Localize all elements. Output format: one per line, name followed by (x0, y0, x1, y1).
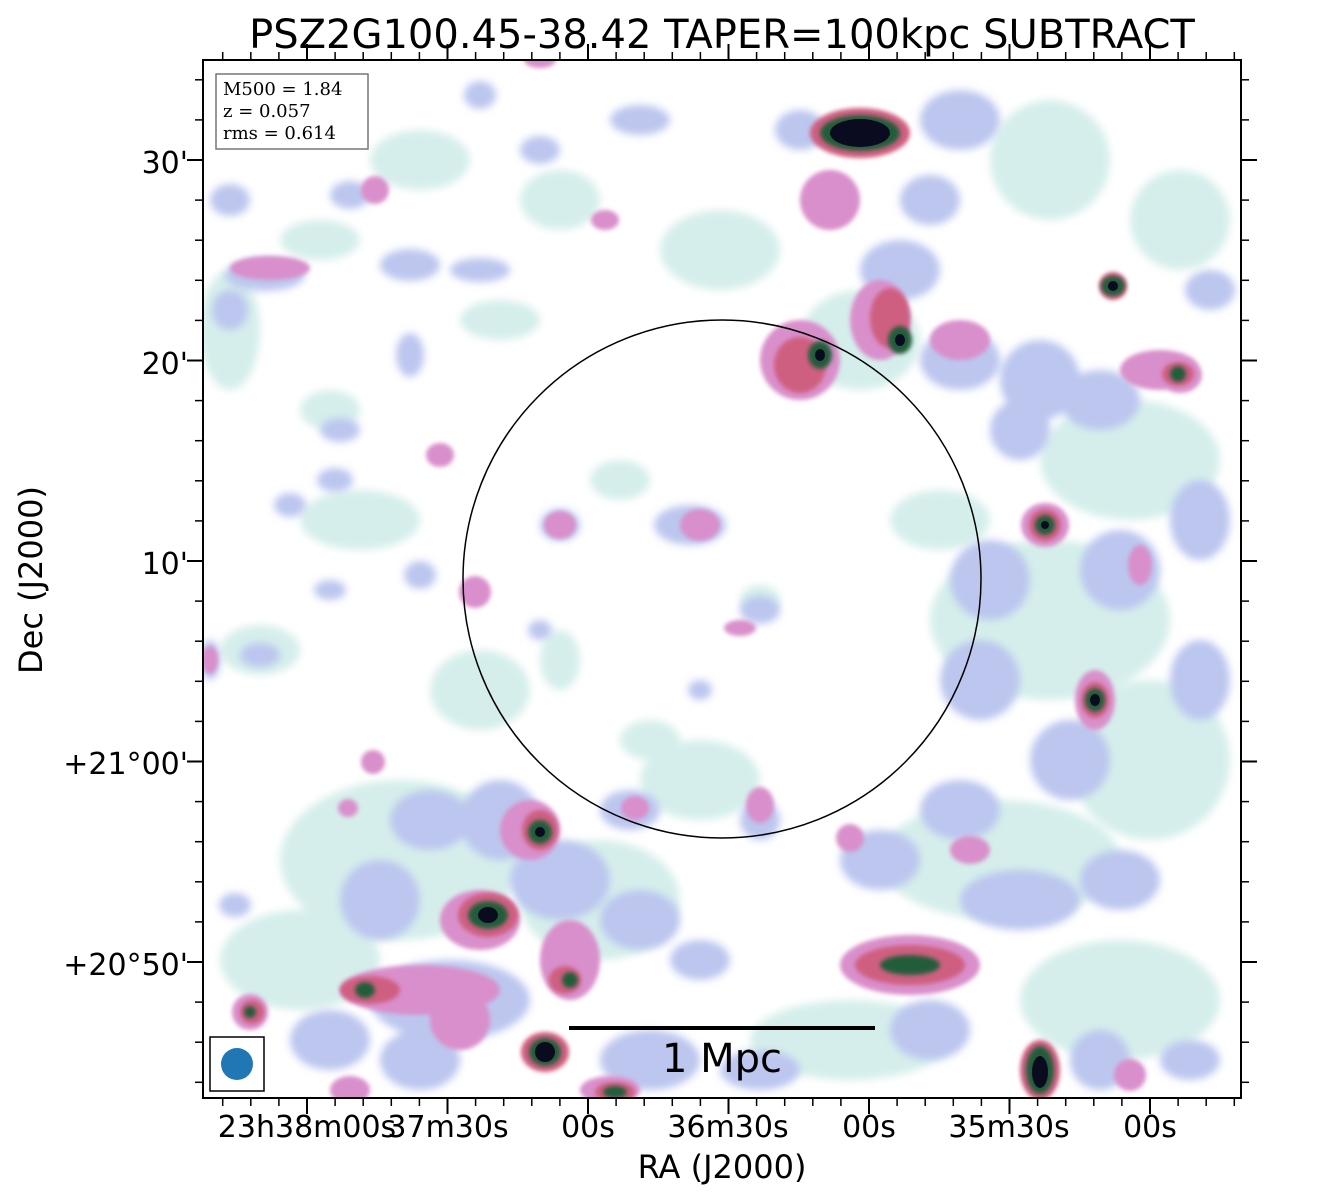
info-redshift: z = 0.057 (223, 101, 311, 122)
x-tick-label: 36m30s (667, 1110, 788, 1145)
info-box (215, 73, 369, 150)
y-tick-label: +20°50' (63, 948, 188, 983)
y-tick-label: 30' (142, 146, 188, 181)
x-tick-label: 00s (842, 1110, 896, 1145)
plot-frame (202, 59, 1242, 1099)
beam-ellipse (221, 1048, 253, 1080)
x-tick-label: 00s (561, 1110, 615, 1145)
x-tick-label: 35m30s (948, 1110, 1069, 1145)
figure-title: PSZ2G100.45-38.42 TAPER=100kpc SUBTRACT (249, 12, 1195, 58)
image-plot-area: 1 Mpc M500 = 1.84 z = 0.057 rms = 0.614 (203, 60, 1241, 1098)
scale-bar-label: 1 Mpc (662, 1036, 782, 1082)
y-tick-label: 20' (142, 347, 188, 382)
y-tick-label: +21°00' (63, 747, 188, 782)
info-rms: rms = 0.614 (223, 123, 336, 144)
x-axis-label: RA (J2000) (638, 1148, 807, 1186)
axis-ticks (187, 44, 1257, 1114)
core-emission-layer (478, 119, 1118, 1088)
y-axis-label: Dec (J2000) (12, 486, 50, 674)
y-tick-labels: 30' 20' 10' +21°00' +20°50' (63, 146, 188, 983)
peak-emission-layer (244, 115, 1186, 1098)
y-tick-label: 10' (142, 547, 188, 582)
info-mass: M500 = 1.84 (223, 79, 342, 100)
x-tick-label: 37m30s (387, 1110, 508, 1145)
x-tick-label: 23h38m00s (218, 1110, 396, 1145)
r500-circle (462, 319, 982, 839)
x-tick-label: 00s (1123, 1110, 1177, 1145)
x-tick-labels: 23h38m00s 37m30s 00s 36m30s 00s 35m30s 0… (218, 1110, 1177, 1145)
